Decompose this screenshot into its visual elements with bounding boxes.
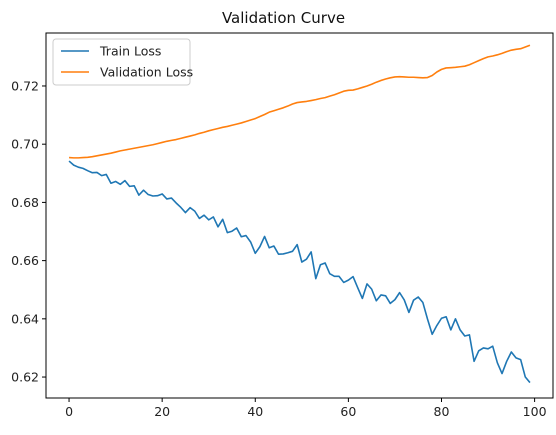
- plot-frame: [45, 32, 554, 399]
- series-line-1: [69, 44, 531, 159]
- x-tick-label: 20: [154, 404, 170, 419]
- x-tick-label: 0: [65, 404, 73, 419]
- x-tick-label: 60: [340, 404, 356, 419]
- legend-label-1: Validation Loss: [100, 65, 193, 80]
- chart-title: Validation Curve: [222, 9, 345, 27]
- x-tick-label: 100: [523, 404, 547, 419]
- legend: Train Loss Validation Loss: [52, 38, 193, 86]
- y-tick-label: 0.62: [11, 370, 39, 385]
- y-tick-label: 0.70: [11, 137, 39, 152]
- series-layer: [68, 44, 531, 384]
- y-tick-label: 0.66: [11, 253, 39, 268]
- y-tick-label: 0.68: [11, 195, 39, 210]
- tick-layer: 0 20 40 60 80 100 0.62 0.64 0.66 0.68 0.70 0.72: [11, 78, 546, 419]
- y-tick-label: 0.72: [11, 78, 39, 93]
- y-tick-label: 0.64: [11, 311, 39, 326]
- x-tick-label: 80: [434, 404, 450, 419]
- series-line-0: [68, 160, 531, 384]
- x-tick-label: 40: [247, 404, 263, 419]
- legend-label-0: Train Loss: [99, 44, 161, 59]
